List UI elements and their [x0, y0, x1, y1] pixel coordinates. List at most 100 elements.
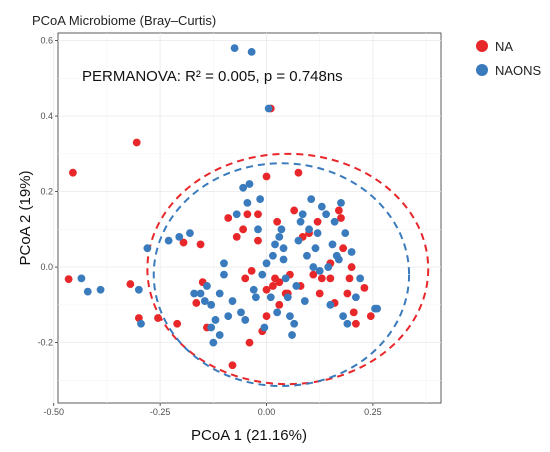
point-na	[64, 275, 73, 284]
point-naons	[286, 312, 294, 321]
point-naons	[260, 323, 269, 332]
point-naons	[232, 210, 241, 219]
point-na	[262, 172, 271, 181]
point-naons	[209, 338, 218, 347]
point-naons	[220, 270, 228, 279]
point-na	[262, 285, 271, 294]
point-naons	[337, 198, 345, 207]
point-naons	[351, 293, 360, 302]
x-axis-ticks: -0.50 -0.25 0.00 0.25	[43, 403, 382, 417]
point-na	[173, 319, 182, 328]
point-naons	[196, 289, 205, 298]
point-naons	[273, 308, 282, 317]
point-naons	[288, 331, 296, 339]
point-naons	[137, 319, 145, 328]
point-na	[254, 210, 262, 219]
point-na	[126, 280, 135, 288]
point-naons	[328, 240, 337, 249]
point-naons	[237, 308, 245, 317]
point-naons	[200, 297, 209, 305]
point-naons	[279, 244, 288, 253]
point-na	[224, 214, 233, 222]
point-naons	[134, 285, 143, 294]
data-points	[64, 44, 382, 370]
point-na	[245, 338, 254, 347]
point-naons	[281, 274, 290, 283]
point-na	[192, 299, 201, 307]
point-na	[309, 270, 318, 279]
point-naons	[207, 323, 216, 332]
point-na	[273, 217, 282, 226]
point-naons	[211, 316, 220, 324]
point-naons	[298, 210, 307, 219]
point-naons	[258, 270, 267, 279]
y-axis-ticks: -0.2 0.0 0.2 0.4 0.6	[37, 36, 58, 348]
point-naons	[322, 210, 330, 219]
point-naons	[292, 282, 301, 290]
point-naons	[164, 236, 173, 245]
point-naons	[309, 263, 318, 271]
point-naons	[303, 251, 311, 260]
point-naons	[311, 244, 320, 253]
point-naons	[256, 195, 265, 204]
point-na	[345, 274, 354, 283]
point-naons	[275, 232, 284, 241]
point-na	[239, 225, 248, 234]
point-naons	[224, 312, 233, 321]
point-na	[243, 210, 252, 219]
point-naons	[330, 217, 339, 226]
plot-panel-border	[57, 32, 442, 404]
point-naons	[186, 229, 194, 238]
legend-label-naons: NAONS	[495, 63, 542, 78]
point-naons	[305, 225, 313, 234]
y-tick-label: -0.2	[37, 338, 53, 348]
legend-label-na: NA	[495, 39, 513, 54]
y-axis-title: PCoA 2 (19%)	[17, 170, 34, 265]
point-na	[334, 206, 343, 215]
x-axis-title: PCoA 1 (21.16%)	[191, 427, 307, 444]
point-naons	[341, 229, 350, 238]
point-naons	[83, 287, 92, 296]
point-naons	[203, 282, 211, 290]
point-naons	[215, 289, 224, 298]
point-naons	[356, 274, 365, 283]
y-tick-label: 0.0	[40, 262, 53, 272]
point-naons	[143, 244, 152, 253]
point-na	[360, 283, 369, 292]
point-naons	[228, 297, 237, 305]
point-naons	[251, 293, 260, 302]
legend-key-naons	[476, 64, 488, 76]
point-na	[196, 240, 205, 249]
point-naons	[190, 289, 199, 298]
point-naons	[317, 202, 326, 211]
point-naons	[249, 285, 258, 294]
point-naons	[313, 229, 322, 238]
point-na	[262, 312, 271, 321]
point-naons	[283, 293, 292, 302]
point-naons	[175, 232, 184, 241]
point-naons	[239, 183, 248, 192]
x-tick-label: 0.00	[258, 407, 276, 417]
point-naons	[247, 47, 256, 56]
point-naons	[77, 274, 86, 283]
point-naons	[339, 312, 348, 321]
x-tick-label: 0.25	[364, 407, 382, 417]
permanova-annotation: PERMANOVA: R² = 0.005, p = 0.748ns	[82, 68, 343, 85]
point-na	[247, 266, 256, 275]
point-na	[290, 206, 299, 215]
point-naons	[241, 316, 250, 324]
point-naons	[215, 331, 224, 339]
point-naons	[271, 240, 279, 249]
point-na	[232, 232, 241, 241]
point-naons	[264, 104, 273, 113]
point-naons	[347, 248, 356, 256]
point-na	[366, 312, 375, 321]
point-naons	[230, 44, 239, 53]
y-tick-label: 0.6	[40, 36, 53, 46]
ellipse-na	[146, 152, 430, 386]
point-naons	[245, 180, 254, 188]
point-na	[275, 278, 284, 287]
point-na	[315, 289, 324, 298]
point-naons	[207, 300, 216, 309]
